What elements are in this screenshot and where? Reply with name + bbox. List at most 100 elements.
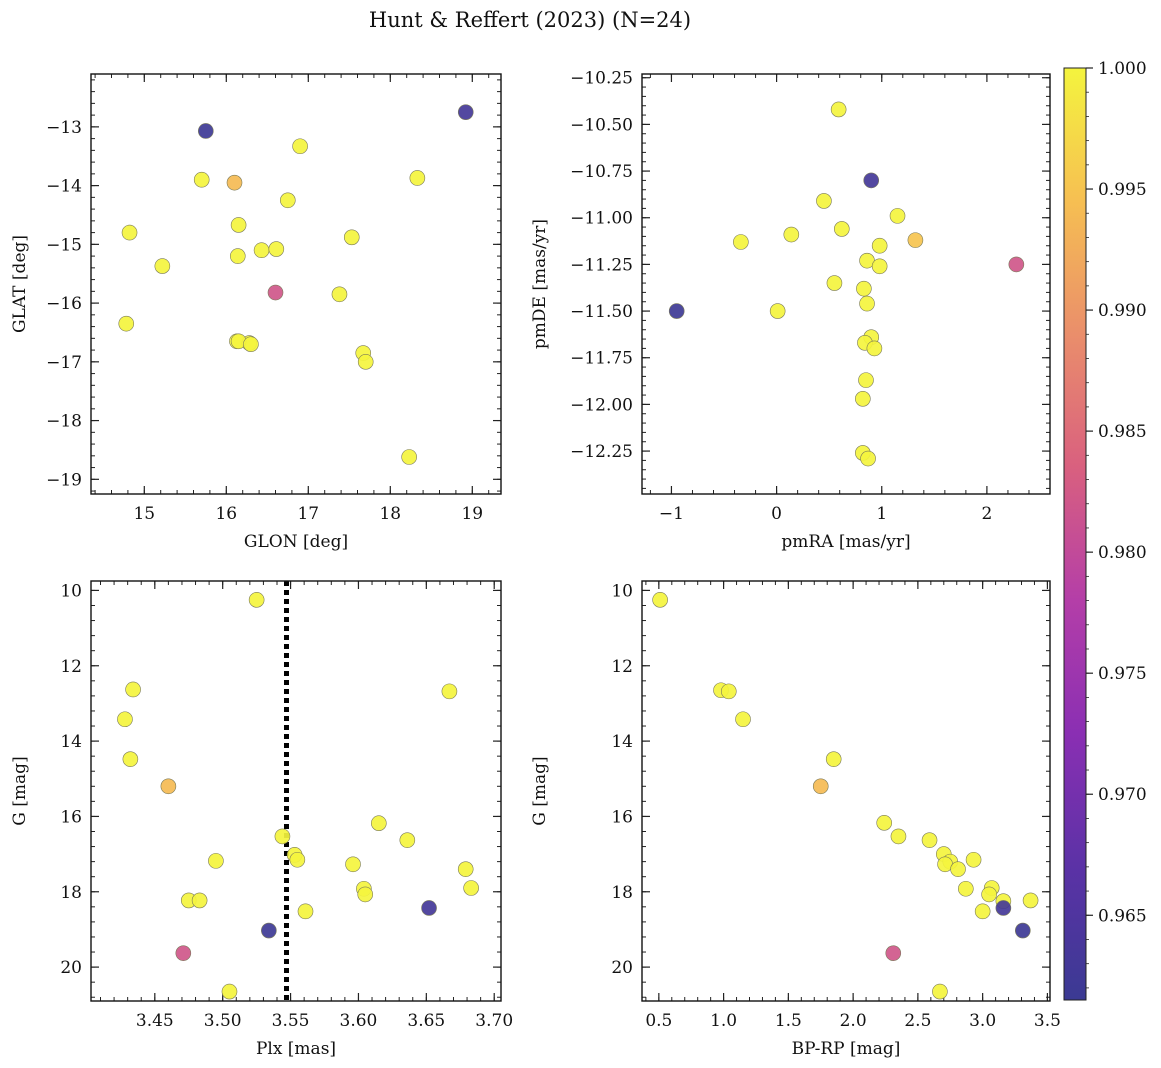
scatter-point bbox=[825, 751, 842, 767]
y-tick-label: 12 bbox=[611, 657, 633, 677]
scatter-point bbox=[733, 234, 749, 250]
scatter-point bbox=[191, 892, 208, 909]
y-tick-label: −12.00 bbox=[570, 395, 633, 415]
scatter-point bbox=[833, 221, 850, 237]
scatter-point bbox=[441, 683, 458, 700]
scatter-point bbox=[457, 861, 474, 877]
x-tick-label: 16 bbox=[215, 504, 237, 524]
scatter-point bbox=[399, 832, 416, 848]
y-tick-label: 14 bbox=[611, 732, 633, 752]
x-tick-label: 17 bbox=[297, 504, 319, 524]
scatter-point bbox=[995, 900, 1012, 916]
y-tick-label: −19 bbox=[46, 470, 82, 490]
scatter-point bbox=[117, 711, 133, 728]
scatter-point bbox=[457, 104, 474, 120]
x-tick-label: 3.5 bbox=[1034, 1011, 1061, 1031]
colorbar-tick-label: 0.980 bbox=[1098, 543, 1147, 563]
scatter-point bbox=[876, 815, 893, 831]
x-axis-label: BP-RP [mag] bbox=[792, 1039, 901, 1059]
scatter-point bbox=[357, 354, 374, 370]
scatter-point bbox=[160, 778, 177, 795]
colorbar-gradient bbox=[1063, 67, 1087, 1001]
x-tick-label: 3.0 bbox=[969, 1011, 996, 1031]
colorbar-tick-label: 0.975 bbox=[1098, 664, 1147, 684]
scatter-point bbox=[289, 851, 306, 868]
scatter-point bbox=[890, 828, 907, 845]
x-tick-label: 18 bbox=[379, 504, 401, 524]
scatter-point bbox=[826, 275, 843, 291]
scatter-point bbox=[221, 983, 238, 1000]
x-tick-label: 2 bbox=[981, 504, 992, 524]
y-tick-label: 12 bbox=[60, 657, 82, 677]
colorbar-tick-label: 0.990 bbox=[1098, 301, 1147, 321]
scatter-point bbox=[268, 241, 285, 257]
y-tick-label: 10 bbox=[60, 581, 82, 601]
x-tick-label: 3.50 bbox=[204, 1011, 242, 1031]
panel-parallax-magnitude: 3.45 3.50 3.55 3.60 3.65 3.70 10 12 14 16 18 20 Plx … bbox=[10, 580, 513, 1059]
x-tick-label: 1 bbox=[876, 504, 887, 524]
axes-frame bbox=[641, 580, 1051, 1002]
x-tick-label: 1.0 bbox=[710, 1011, 737, 1031]
scatter-point bbox=[267, 284, 284, 301]
y-tick-label: −10.50 bbox=[570, 115, 633, 135]
x-tick-label: −1 bbox=[659, 504, 684, 524]
colorbar-tick-label: 1.000 bbox=[1098, 59, 1147, 79]
scatter-point bbox=[279, 192, 296, 209]
scatter-point bbox=[958, 880, 974, 897]
y-tick-label: 18 bbox=[60, 883, 82, 903]
scatter-point bbox=[860, 450, 876, 467]
y-tick-label: −14 bbox=[46, 177, 82, 197]
scatter-point bbox=[1008, 256, 1025, 273]
scatter-point bbox=[720, 683, 737, 700]
y-axis-label: GLAT [deg] bbox=[10, 235, 30, 333]
scatter-point bbox=[950, 861, 966, 877]
scatter-point bbox=[248, 592, 265, 608]
figure-title: Hunt & Reffert (2023) (N=24) bbox=[369, 8, 691, 32]
y-tick-label: 18 bbox=[611, 883, 633, 903]
colorbar: 0.965 0.970 0.975 0.980 0.985 0.990 0.995 1.000 bbox=[1063, 59, 1147, 1001]
scatter-point bbox=[343, 229, 360, 246]
y-tick-label: 20 bbox=[60, 958, 82, 978]
scatter-point bbox=[193, 171, 210, 188]
scatter-point bbox=[907, 232, 924, 248]
x-tick-label: 2.5 bbox=[904, 1011, 931, 1031]
scatter-point bbox=[871, 258, 888, 275]
x-tick-label: 3.70 bbox=[475, 1011, 513, 1031]
y-axis-label: G [mag] bbox=[530, 756, 550, 825]
scatter-point bbox=[401, 449, 417, 465]
y-axis-label: pmDE [mas/yr] bbox=[530, 219, 550, 349]
scatter-point bbox=[345, 856, 361, 873]
scatter-point bbox=[856, 280, 872, 297]
scatter-point bbox=[652, 592, 668, 608]
colorbar-tick-label: 0.995 bbox=[1098, 180, 1147, 200]
scatter-point bbox=[769, 303, 786, 319]
panels-layer: 15 16 17 18 19 −19 −18 −17 −16 −15 −14 −13 GLON [deg… bbox=[10, 69, 1061, 1059]
x-tick-label: 0.5 bbox=[645, 1011, 672, 1031]
scatter-point bbox=[965, 851, 982, 868]
y-tick-label: −15 bbox=[46, 235, 82, 255]
y-tick-label: 16 bbox=[611, 807, 633, 827]
scatter-point bbox=[421, 900, 437, 916]
axes-frame bbox=[641, 73, 1051, 495]
panel-color-magnitude: 0.5 1.0 1.5 2.0 2.5 3.0 3.5 10 12 14 16 18 20 BP-RP [… bbox=[530, 580, 1061, 1059]
y-tick-label: −11.50 bbox=[570, 302, 633, 322]
scatter-point bbox=[885, 945, 902, 961]
x-tick-label: 3.45 bbox=[136, 1011, 174, 1031]
colorbar-tick-label: 0.970 bbox=[1098, 785, 1147, 805]
scatter-point bbox=[118, 315, 135, 332]
y-tick-label: −10.75 bbox=[570, 162, 633, 182]
x-tick-label: 15 bbox=[133, 504, 155, 524]
scatter-point bbox=[331, 286, 348, 303]
y-tick-label: −10.25 bbox=[570, 69, 633, 89]
x-tick-label: 19 bbox=[461, 504, 483, 524]
scatter-point bbox=[125, 681, 141, 698]
scatter-point bbox=[816, 193, 832, 209]
y-tick-label: 14 bbox=[60, 732, 82, 752]
axes-frame bbox=[90, 73, 502, 495]
y-tick-label: 20 bbox=[611, 958, 633, 978]
y-tick-label: −11.00 bbox=[570, 209, 633, 229]
y-axis-label: G [mag] bbox=[10, 756, 30, 825]
scatter-point bbox=[409, 170, 426, 186]
x-tick-label: 3.65 bbox=[407, 1011, 445, 1031]
scatter-point bbox=[230, 217, 247, 233]
